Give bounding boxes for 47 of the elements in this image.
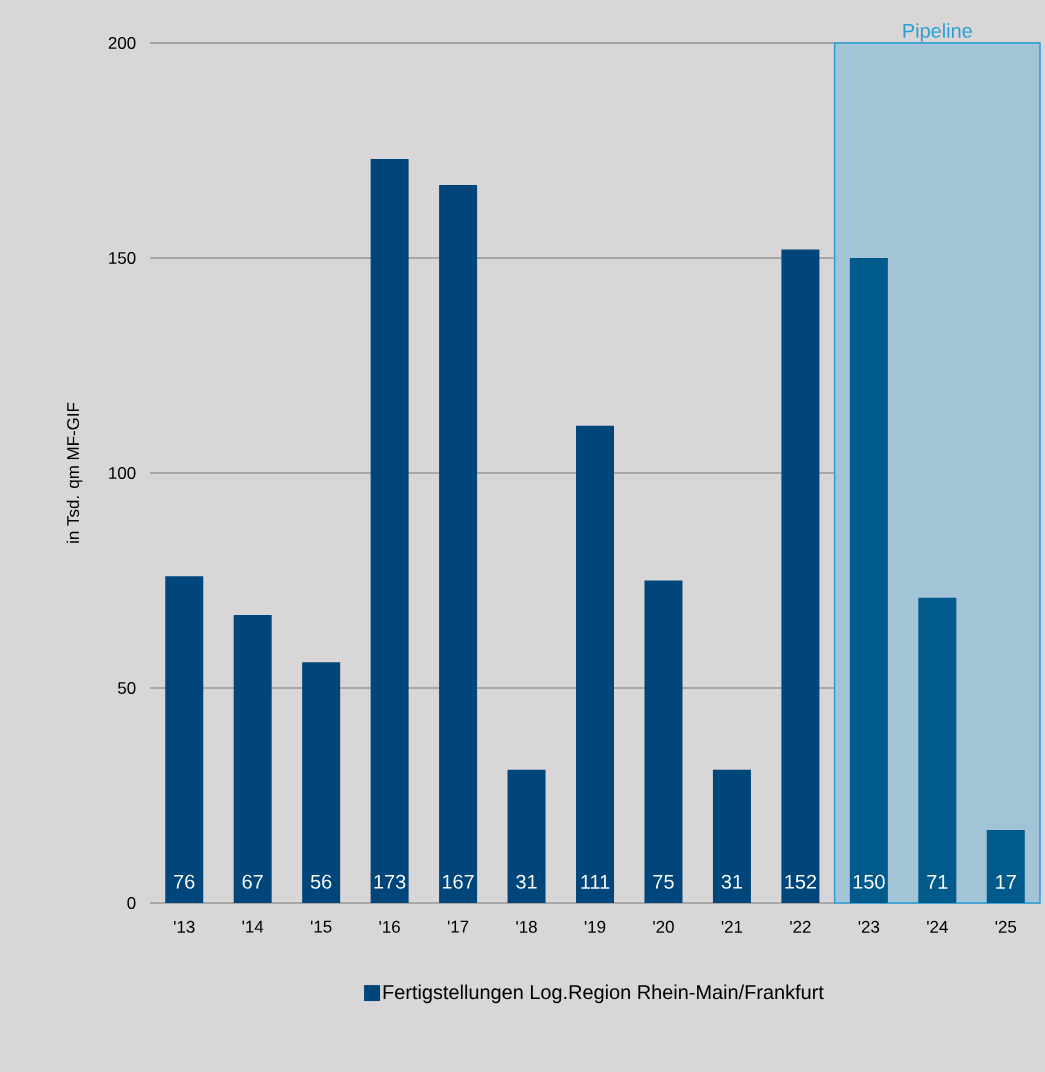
x-tick-label: '19 [584,920,606,933]
bar [986,829,1025,903]
x-tick-label: '13 [174,920,195,933]
bar [644,580,683,903]
bar [849,257,888,903]
data-label: 167 [442,874,474,889]
x-tick-label: '15 [310,920,332,933]
bar [233,614,272,903]
x-tick-label: '16 [379,920,400,933]
bar [712,769,751,903]
band-label: Pipeline [903,23,972,42]
data-label: 150 [853,874,885,889]
bar [302,662,341,903]
bar [370,159,409,903]
bar [507,769,546,903]
x-tick-label: '21 [721,920,743,933]
legend-label: Fertigstellungen Log.Region Rhein-Main/Frankfurt [383,984,824,1004]
data-label: 75 [653,874,674,889]
x-tick-label: '22 [790,920,811,933]
data-label: 152 [785,874,817,889]
data-label: 111 [581,875,610,889]
y-tick-label: 150 [109,251,136,264]
x-tick-label: '25 [995,920,1017,933]
data-label: 76 [174,874,195,889]
x-tick-label: '18 [516,920,537,933]
y-tick-label: 50 [117,682,136,694]
bar [576,425,615,903]
y-tick-label: 100 [109,467,136,479]
data-label: 67 [242,874,263,889]
x-tick-label: '17 [447,920,469,933]
x-tick-label: '14 [242,920,264,933]
data-label: 31 [721,874,743,889]
data-label: 17 [996,875,1016,889]
x-tick-label: '23 [858,920,880,933]
x-tick-label: '20 [653,920,674,933]
y-axis-title: in Tsd. qm MF-GIF [66,402,83,543]
data-label: 173 [374,874,406,889]
x-tick-label: '24 [927,920,948,933]
bar [918,597,957,903]
data-label: 71 [927,875,948,889]
data-label: 31 [516,874,537,889]
bar [165,576,204,903]
bar [439,184,478,903]
bar [781,249,820,903]
y-tick-label: 200 [108,36,136,49]
data-label: 56 [310,874,332,889]
y-tick-label: 0 [127,897,136,909]
